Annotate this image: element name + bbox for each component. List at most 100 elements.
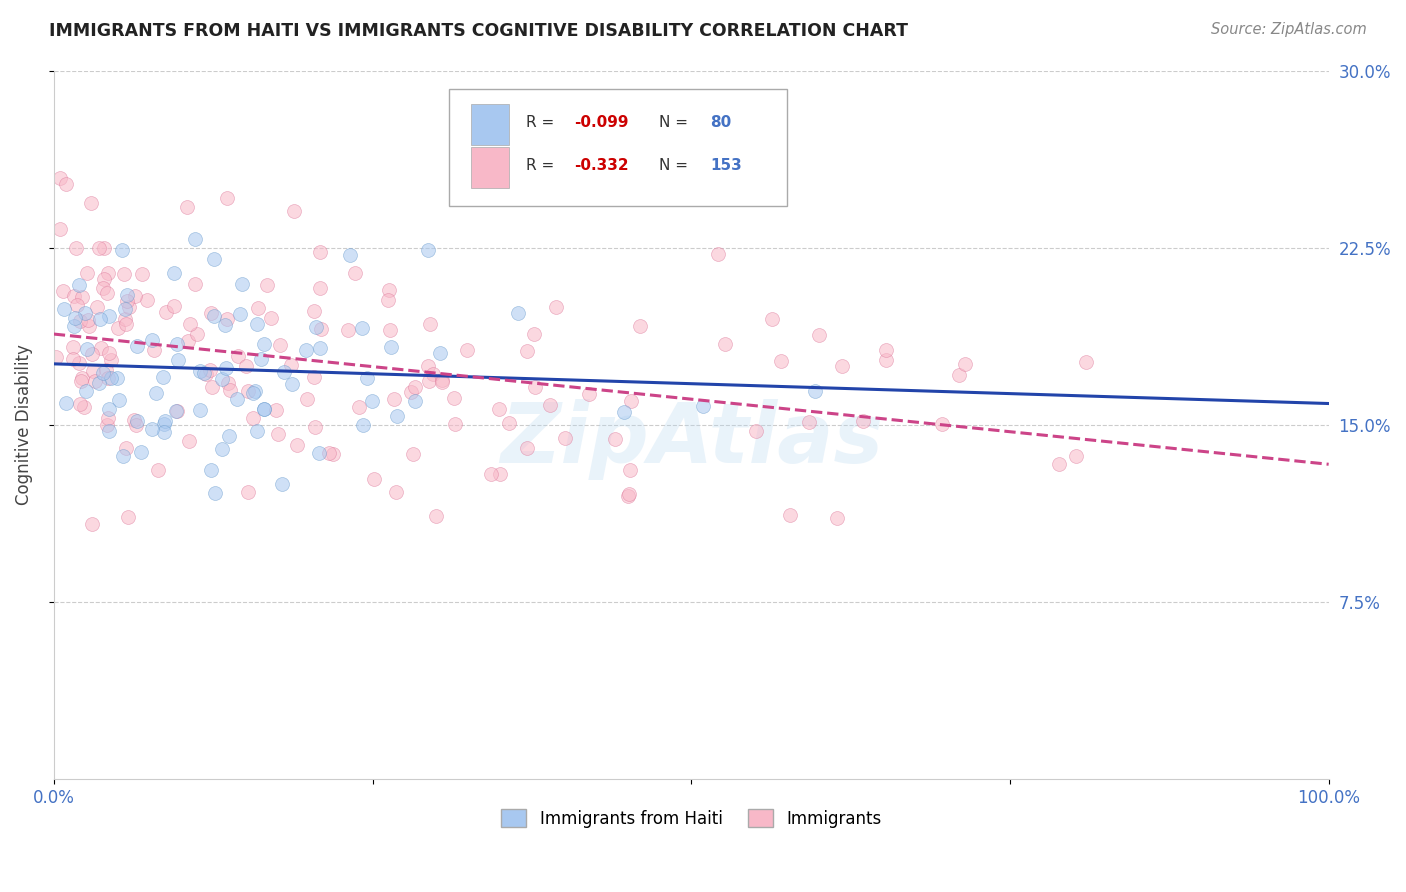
Point — [852, 415, 875, 429]
Point — [125, 418, 148, 433]
Point — [948, 368, 970, 382]
Point — [215, 311, 238, 326]
Point — [177, 334, 200, 348]
Point — [55, 396, 77, 410]
Point — [108, 392, 131, 407]
Point — [524, 379, 547, 393]
Point — [62, 351, 84, 366]
Point — [779, 508, 801, 522]
Point — [546, 300, 568, 314]
Point — [73, 400, 96, 414]
Text: IMMIGRANTS FROM HAITI VS IMMIGRANTS COGNITIVE DISABILITY CORRELATION CHART: IMMIGRANTS FROM HAITI VS IMMIGRANTS COGN… — [49, 22, 908, 40]
Point — [200, 363, 222, 377]
Point — [115, 441, 138, 455]
Point — [204, 309, 226, 323]
Point — [356, 371, 378, 385]
Point — [91, 280, 114, 294]
Point — [1074, 355, 1097, 369]
Point — [179, 317, 201, 331]
Point — [620, 393, 643, 408]
Point — [114, 312, 136, 326]
Point — [825, 511, 848, 525]
Point — [70, 374, 93, 388]
Point — [125, 414, 148, 428]
Point — [418, 359, 440, 374]
Point — [62, 340, 84, 354]
Point — [163, 266, 186, 280]
Point — [242, 410, 264, 425]
Point — [75, 305, 97, 319]
Point — [63, 310, 86, 325]
Point — [619, 487, 641, 501]
Point — [506, 306, 529, 320]
Point — [523, 327, 546, 342]
Point — [45, 351, 67, 365]
Point — [404, 394, 426, 409]
Point — [761, 311, 783, 326]
Text: N =: N = — [659, 115, 693, 130]
Point — [387, 409, 409, 424]
Text: Source: ZipAtlas.com: Source: ZipAtlas.com — [1211, 22, 1367, 37]
Point — [72, 290, 94, 304]
Point — [269, 337, 291, 351]
Text: R =: R = — [526, 158, 558, 173]
Point — [152, 370, 174, 384]
Point — [280, 358, 302, 372]
Point — [100, 371, 122, 385]
Point — [214, 318, 236, 333]
Point — [76, 266, 98, 280]
Point — [127, 339, 149, 353]
Point — [166, 403, 188, 417]
Point — [385, 484, 408, 499]
Point — [96, 417, 118, 432]
Point — [141, 422, 163, 436]
Point — [308, 446, 330, 460]
Point — [90, 341, 112, 355]
Point — [166, 404, 188, 418]
Point — [238, 384, 260, 398]
Point — [253, 401, 276, 416]
Point — [75, 384, 97, 399]
Point — [422, 367, 444, 381]
Point — [295, 392, 318, 407]
Point — [82, 364, 104, 378]
Point — [336, 323, 359, 337]
Point — [204, 485, 226, 500]
Point — [124, 289, 146, 303]
Point — [117, 294, 139, 309]
Point — [176, 200, 198, 214]
Point — [226, 349, 249, 363]
Point — [377, 293, 399, 307]
Point — [256, 278, 278, 293]
Point — [443, 417, 465, 431]
Point — [1047, 457, 1070, 471]
Point — [875, 353, 897, 368]
Point — [305, 320, 328, 334]
Point — [339, 248, 361, 262]
Point — [107, 320, 129, 334]
Point — [243, 384, 266, 398]
Point — [143, 343, 166, 357]
Point — [419, 318, 441, 332]
Point — [146, 462, 169, 476]
Point — [100, 353, 122, 368]
Point — [141, 333, 163, 347]
Point — [129, 445, 152, 459]
FancyBboxPatch shape — [471, 104, 509, 145]
Text: -0.099: -0.099 — [574, 115, 628, 130]
Point — [52, 285, 75, 299]
Point — [136, 293, 159, 308]
Point — [117, 509, 139, 524]
Point — [211, 372, 233, 386]
Point — [190, 364, 212, 378]
Text: 153: 153 — [710, 158, 742, 173]
Point — [266, 403, 288, 417]
Point — [769, 354, 792, 368]
Point — [831, 359, 853, 373]
Point — [112, 267, 135, 281]
Point — [131, 267, 153, 281]
Point — [153, 417, 176, 431]
Point — [97, 410, 120, 425]
Text: R =: R = — [526, 115, 558, 130]
Point — [380, 340, 402, 354]
